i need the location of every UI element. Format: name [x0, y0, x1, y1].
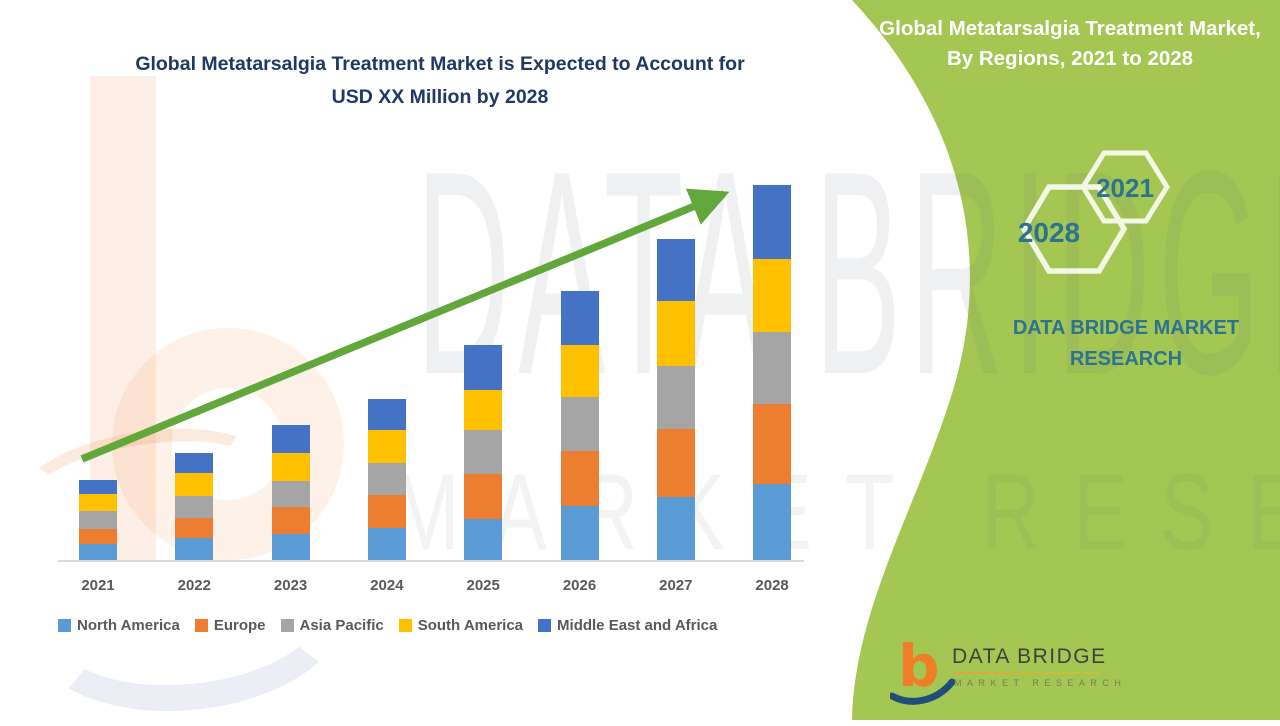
bar-segment-2025-europe: [464, 474, 503, 519]
bar-segment-2021-middle-east-and-africa: [79, 480, 117, 494]
legend-swatch-icon: [398, 619, 412, 632]
bar-segment-2026-asia-pacific: [560, 397, 599, 451]
bar-segment-2028-europe: [753, 404, 792, 484]
x-axis-label-2028: 2028: [755, 577, 789, 594]
legend-label: South America: [417, 617, 524, 634]
bar-segment-2026-europe: [560, 451, 599, 506]
bar-segment-2024-asia-pacific: [367, 463, 406, 495]
legend-item-asia-pacific: Asia Pacific: [280, 617, 384, 634]
side-panel-title: Global Metatarsalgia Treatment Market, B…: [879, 17, 1261, 70]
bar-segment-2023-middle-east-and-africa: [271, 425, 310, 453]
bar-2028: [753, 185, 792, 560]
bar-segment-2022-south-america: [175, 473, 214, 496]
logo-subtitle: MARKET RESEARCH: [954, 678, 1127, 688]
bar-2025: [464, 345, 503, 560]
green-panel-shape: [852, 0, 1280, 720]
stacked-bar-chart: 2021 2022 2023 2024 2025 2026 2027 2028: [79, 185, 792, 594]
bar-segment-2022-asia-pacific: [175, 496, 214, 518]
data-bridge-logo-icon: b: [890, 634, 956, 705]
bar-segment-2025-asia-pacific: [464, 430, 503, 474]
x-axis-label-2025: 2025: [466, 577, 500, 594]
hexagon-2028-label: 2028: [1017, 217, 1081, 248]
x-axis-label-2026: 2026: [562, 577, 597, 594]
logo-underline: [953, 672, 1099, 674]
bar-2024: [367, 399, 406, 560]
x-axis-label-2027: 2027: [659, 577, 693, 594]
legend-item-north-america: North America: [58, 617, 180, 634]
legend-item-middle-east-and-africa: Middle East and Africa: [538, 617, 717, 634]
hexagon-badges: [1020, 150, 1170, 274]
bar-segment-2021-north-america: [79, 544, 117, 560]
bar-segment-2023-europe: [271, 507, 310, 534]
bar-2021: [79, 480, 117, 560]
hexagon-2021-outline: [1080, 150, 1170, 224]
x-axis-label-2022: 2022: [177, 577, 211, 594]
bar-segment-2022-europe: [175, 518, 214, 538]
bar-2026: [560, 291, 599, 560]
bar-segment-2026-south-america: [560, 345, 599, 397]
trend-arrow-line: [80, 188, 730, 463]
bar-segment-2023-north-america: [271, 534, 310, 560]
legend-item-south-america: South America: [398, 617, 524, 634]
legend-label: North America: [77, 617, 180, 634]
logo-name: DATA BRIDGE: [952, 645, 1107, 668]
bar-segment-2027-middle-east-and-africa: [656, 239, 695, 301]
bar-segment-2022-middle-east-and-africa: [175, 453, 214, 473]
growth-trend-arrow: [80, 188, 730, 463]
legend-label: Europe: [213, 617, 266, 634]
bar-segment-2025-south-america: [464, 390, 503, 430]
legend-swatch-icon: [280, 619, 294, 632]
bar-segment-2026-north-america: [560, 506, 599, 560]
bar-segment-2028-asia-pacific: [753, 332, 792, 404]
bar-segment-2024-north-america: [367, 528, 406, 560]
chart-title-line1: Global Metatarsalgia Treatment Market is…: [135, 53, 745, 75]
bar-segment-2024-south-america: [367, 430, 406, 463]
bar-segment-2027-south-america: [656, 301, 695, 366]
bar-segment-2027-asia-pacific: [656, 366, 695, 429]
bar-segment-2028-north-america: [753, 484, 792, 560]
side-panel-brand-text: DATA BRIDGE MARKET RESEARCH: [1012, 317, 1240, 370]
bar-segment-2027-north-america: [656, 497, 695, 560]
legend-swatch-icon: [538, 619, 552, 632]
legend-swatch-icon: [58, 619, 71, 632]
bar-segment-2023-south-america: [271, 453, 310, 481]
bar-segment-2026-middle-east-and-africa: [560, 291, 599, 345]
legend-swatch-icon: [194, 619, 208, 632]
x-axis-label-2023: 2023: [273, 577, 308, 594]
hexagon-2028-outline: [1020, 184, 1128, 274]
x-axis-line: [58, 560, 804, 562]
bar-segment-2024-middle-east-and-africa: [367, 399, 406, 430]
chart-legend: North America Europe Asia Pacific South Ame…: [58, 617, 717, 634]
bar-segment-2025-middle-east-and-africa: [464, 345, 503, 390]
chart-title: Global Metatarsalgia Treatment Market is…: [60, 48, 820, 114]
bar-segment-2028-south-america: [753, 259, 792, 332]
bar-segment-2023-asia-pacific: [271, 481, 310, 507]
bar-segment-2021-europe: [79, 529, 117, 544]
bar-segment-2021-asia-pacific: [79, 511, 117, 529]
bar-2027: [656, 239, 695, 560]
hexagon-2021-label: 2021: [1096, 173, 1154, 203]
bar-segment-2022-north-america: [175, 538, 214, 560]
legend-label: Middle East and Africa: [557, 617, 718, 634]
logo-blue-swoosh: [890, 678, 956, 705]
logo-b-glyph: b: [898, 634, 940, 700]
bar-segment-2024-europe: [367, 495, 406, 528]
x-axis-label-2021: 2021: [81, 577, 115, 594]
bar-segment-2021-south-america: [79, 494, 117, 511]
bar-segment-2025-north-america: [464, 519, 503, 560]
bar-2023: [271, 425, 310, 560]
bar-segment-2028-middle-east-and-africa: [753, 185, 792, 259]
chart-title-line2: USD XX Million by 2028: [331, 86, 549, 108]
bar-segment-2027-europe: [656, 429, 695, 497]
legend-label: Asia Pacific: [299, 617, 384, 634]
bar-2022: [175, 453, 214, 560]
legend-item-europe: Europe: [194, 617, 266, 634]
x-axis-label-2024: 2024: [370, 577, 404, 594]
